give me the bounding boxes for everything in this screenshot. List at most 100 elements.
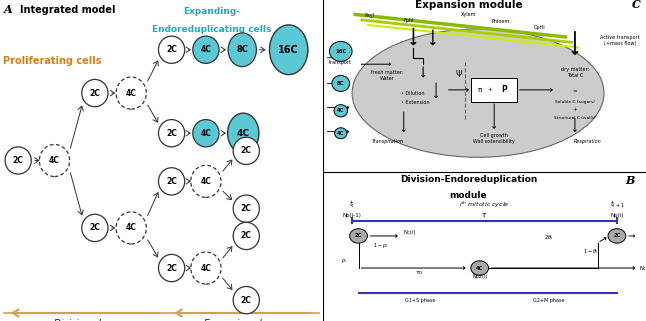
Ellipse shape: [193, 36, 219, 64]
Text: Expansion phase: Expansion phase: [204, 319, 280, 321]
Text: Fphl: Fphl: [404, 19, 414, 23]
Text: Expanding-: Expanding-: [183, 7, 240, 16]
Text: Division phase: Division phase: [54, 319, 120, 321]
Text: B: B: [625, 175, 634, 186]
Text: $t_i$: $t_i$: [349, 199, 355, 210]
Text: 2C: 2C: [89, 223, 100, 232]
Text: 2C: 2C: [241, 204, 252, 213]
Text: Passive
transport: Passive transport: [329, 54, 352, 65]
Text: 2C: 2C: [241, 146, 252, 155]
Text: CpHl: CpHl: [534, 25, 545, 30]
Ellipse shape: [233, 222, 260, 250]
Text: 4C: 4C: [126, 89, 137, 98]
Ellipse shape: [116, 77, 147, 109]
Text: Division-Endoreduplication: Division-Endoreduplication: [400, 175, 537, 184]
Text: Nc(i): Nc(i): [640, 266, 646, 271]
Text: A: A: [4, 4, 13, 15]
Text: 2C: 2C: [166, 45, 177, 54]
Text: 2C: 2C: [13, 156, 24, 165]
Text: $i^{th}$ mitotic cycle: $i^{th}$ mitotic cycle: [459, 200, 510, 210]
Text: Expansion module: Expansion module: [415, 0, 522, 10]
Ellipse shape: [82, 79, 108, 107]
Ellipse shape: [158, 168, 185, 195]
Text: Cell growth
Wall extensibility: Cell growth Wall extensibility: [474, 133, 515, 144]
Text: fresh matter:
Water: fresh matter: Water: [371, 70, 404, 81]
Text: Respiration: Respiration: [574, 139, 601, 144]
Text: 4C: 4C: [337, 131, 344, 136]
Text: 2C: 2C: [166, 177, 177, 186]
Text: Np2(i): Np2(i): [472, 274, 487, 279]
Text: C: C: [632, 0, 641, 10]
Ellipse shape: [233, 195, 260, 222]
Ellipse shape: [233, 137, 260, 165]
Text: 2C: 2C: [355, 233, 362, 239]
Text: G2+M phase: G2+M phase: [534, 298, 565, 303]
Text: G1+S phase: G1+S phase: [404, 298, 435, 303]
Text: dry matter:
Total C: dry matter: Total C: [561, 67, 589, 78]
Text: 4C: 4C: [237, 129, 250, 138]
Ellipse shape: [349, 229, 368, 243]
Text: module: module: [450, 191, 487, 200]
Text: Proliferating cells: Proliferating cells: [3, 56, 101, 66]
Text: Xylem: Xylem: [461, 12, 476, 17]
Text: 4C: 4C: [476, 265, 483, 271]
Text: Pxyl: Pxyl: [365, 13, 375, 18]
Ellipse shape: [608, 229, 626, 243]
Text: Np(i): Np(i): [610, 213, 623, 218]
Text: $1-\theta_i$: $1-\theta_i$: [583, 247, 599, 256]
Text: 4C: 4C: [200, 129, 211, 138]
Text: P: P: [501, 85, 506, 94]
Ellipse shape: [193, 119, 219, 147]
Text: 4C: 4C: [200, 45, 211, 54]
Text: 4C: 4C: [49, 156, 60, 165]
Text: $\tau_G$: $\tau_G$: [415, 269, 424, 277]
Ellipse shape: [335, 128, 347, 139]
Text: Transpiration: Transpiration: [371, 139, 404, 144]
Text: Integrated model: Integrated model: [20, 5, 116, 15]
Text: Endoreduplicating cells: Endoreduplicating cells: [152, 25, 272, 34]
Ellipse shape: [332, 75, 349, 91]
Text: • Extension: • Extension: [401, 100, 429, 105]
Ellipse shape: [228, 33, 256, 67]
Text: =: =: [572, 89, 578, 94]
Text: 2C: 2C: [241, 296, 252, 305]
Ellipse shape: [227, 113, 259, 153]
Ellipse shape: [352, 29, 604, 157]
Text: $2\theta_i$: $2\theta_i$: [545, 233, 554, 242]
Text: $p_i$: $p_i$: [341, 256, 347, 265]
Text: 16C: 16C: [335, 49, 346, 54]
Text: 4C: 4C: [200, 177, 211, 186]
Text: 2C: 2C: [613, 233, 621, 239]
Ellipse shape: [329, 41, 352, 61]
Text: $t_{i+1}$: $t_{i+1}$: [610, 199, 624, 210]
Ellipse shape: [191, 165, 221, 197]
Ellipse shape: [158, 254, 185, 282]
FancyBboxPatch shape: [471, 78, 517, 102]
Ellipse shape: [471, 261, 488, 275]
Ellipse shape: [5, 147, 31, 174]
Ellipse shape: [39, 144, 70, 177]
Ellipse shape: [158, 36, 185, 64]
Text: $1-p_i$: $1-p_i$: [373, 241, 388, 250]
Text: 2C: 2C: [89, 89, 100, 98]
Ellipse shape: [191, 252, 221, 284]
Text: 8C: 8C: [236, 45, 248, 54]
Text: +: +: [487, 87, 492, 92]
Text: Np(i-1): Np(i-1): [342, 213, 362, 218]
Text: $\tau$: $\tau$: [481, 211, 488, 219]
Text: +: +: [572, 107, 578, 112]
Text: $\Psi$: $\Psi$: [455, 68, 463, 79]
Text: • Dilution: • Dilution: [401, 91, 424, 96]
Text: Nc(i): Nc(i): [404, 230, 416, 235]
Text: 4C: 4C: [126, 223, 137, 232]
Ellipse shape: [82, 214, 108, 241]
Text: π: π: [477, 87, 482, 93]
Text: 16C: 16C: [278, 45, 299, 55]
Text: Active transport
(+mass flow): Active transport (+mass flow): [600, 35, 640, 46]
Text: 2C: 2C: [241, 231, 252, 240]
Ellipse shape: [158, 119, 185, 147]
Text: Structural C (walls): Structural C (walls): [554, 116, 596, 120]
Text: 2C: 2C: [166, 264, 177, 273]
Text: 4C: 4C: [337, 108, 344, 113]
Ellipse shape: [116, 212, 147, 244]
